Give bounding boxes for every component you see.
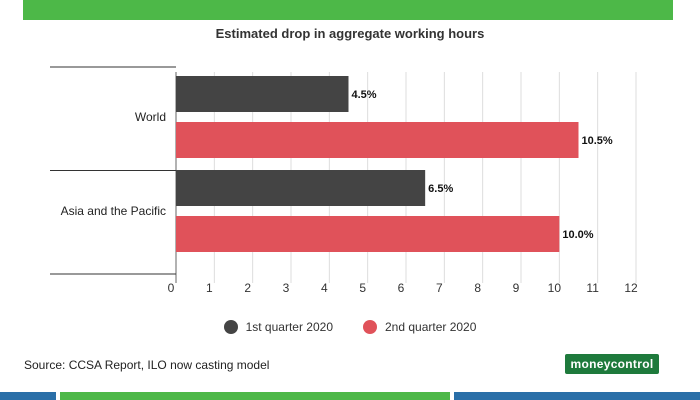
bar-2-1 xyxy=(176,216,560,252)
bar-1-0 xyxy=(176,76,349,112)
x-tick-label-5: 5 xyxy=(359,281,366,295)
x-tick-label-1: 1 xyxy=(206,281,213,295)
bottom-strip-left xyxy=(0,392,56,400)
x-tick-label-3: 3 xyxy=(283,281,290,295)
data-label-2-1: 10.0% xyxy=(562,229,593,241)
legend-swatch-q1 xyxy=(223,320,238,334)
legend-swatch-q2 xyxy=(363,320,377,334)
bottom-strip-right xyxy=(454,392,700,400)
chart-legend: 1st quarter 2020 2nd quarter 2020 xyxy=(0,320,700,334)
data-label-1-0: 4.5% xyxy=(352,89,377,101)
data-label-2-0: 10.5% xyxy=(582,135,613,147)
x-tick-label-11: 11 xyxy=(586,281,599,295)
bar-2-0 xyxy=(176,122,579,158)
x-tick-label-10: 10 xyxy=(548,281,562,295)
legend-label-q2: 2nd quarter 2020 xyxy=(385,320,477,334)
x-tick-label-8: 8 xyxy=(474,281,481,295)
x-tick-label-9: 9 xyxy=(513,281,520,295)
legend-label-q1: 1st quarter 2020 xyxy=(245,320,333,334)
data-label-1-1: 6.5% xyxy=(428,183,453,195)
chart-title: Estimated drop in aggregate working hour… xyxy=(215,26,485,41)
bar-1-1 xyxy=(176,170,426,206)
x-tick-label-12: 12 xyxy=(624,281,638,295)
x-tick-label-4: 4 xyxy=(321,281,328,295)
top-green-bar xyxy=(23,0,673,20)
x-tick-label-6: 6 xyxy=(398,281,405,295)
x-tick-label-2: 2 xyxy=(244,281,251,295)
legend-item-q1: 1st quarter 2020 xyxy=(223,320,333,334)
bottom-strip-center xyxy=(60,392,450,400)
category-label-0: World xyxy=(135,110,166,124)
brand-logo: moneycontrol xyxy=(565,354,659,374)
x-tick-label-0: 0 xyxy=(168,281,175,295)
bar-chart: 0 1 2 3 4 5 6 7 8 9 10 11 124.5%10.5%World6.5%10.0%A… xyxy=(50,66,638,295)
legend-item-q2: 2nd quarter 2020 xyxy=(363,320,476,334)
source-note: Source: CCSA Report, ILO now casting mod… xyxy=(24,358,270,372)
category-label-1: Asia and the Pacific xyxy=(61,204,166,218)
x-tick-label-7: 7 xyxy=(436,281,443,295)
